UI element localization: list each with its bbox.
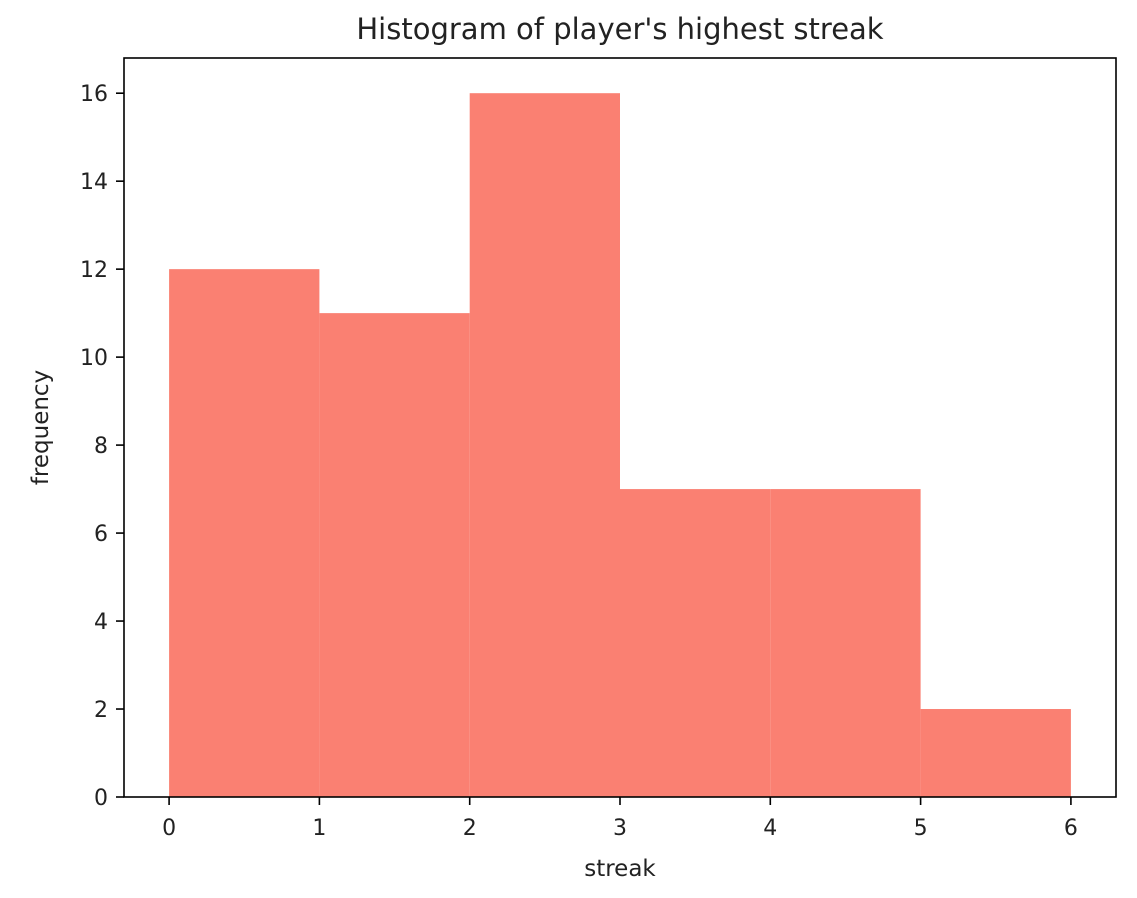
y-tick-label-0: 0 xyxy=(94,786,108,811)
x-tick-label-6: 6 xyxy=(1064,816,1078,841)
y-tick-label-5: 10 xyxy=(80,346,108,371)
histogram-bar-1 xyxy=(319,313,470,797)
bars-layer xyxy=(169,93,1071,798)
x-tick-label-2: 2 xyxy=(463,816,477,841)
histogram-bar-3 xyxy=(620,489,771,797)
histogram-bar-4 xyxy=(770,489,921,797)
x-tick-label-1: 1 xyxy=(312,816,326,841)
chart-title: Histogram of player's highest streak xyxy=(356,12,883,46)
histogram-bar-0 xyxy=(169,269,320,798)
x-tick-label-3: 3 xyxy=(613,816,627,841)
y-tick-label-7: 14 xyxy=(80,170,108,195)
plot-frame xyxy=(123,57,1117,798)
x-tick-label-0: 0 xyxy=(162,816,176,841)
y-tick-label-8: 16 xyxy=(80,82,108,107)
x-axis-label: streak xyxy=(584,856,656,882)
y-tick-label-1: 2 xyxy=(94,698,108,723)
y-tick-label-2: 4 xyxy=(94,610,108,635)
x-tick-label-5: 5 xyxy=(914,816,928,841)
y-tick-label-6: 12 xyxy=(80,258,108,283)
y-axis-label: frequency xyxy=(28,370,54,485)
histogram-bar-2 xyxy=(469,93,620,797)
x-tick-label-4: 4 xyxy=(763,816,777,841)
histogram-bar-5 xyxy=(920,709,1071,797)
y-tick-label-4: 8 xyxy=(94,434,108,459)
y-tick-label-3: 6 xyxy=(94,522,108,547)
